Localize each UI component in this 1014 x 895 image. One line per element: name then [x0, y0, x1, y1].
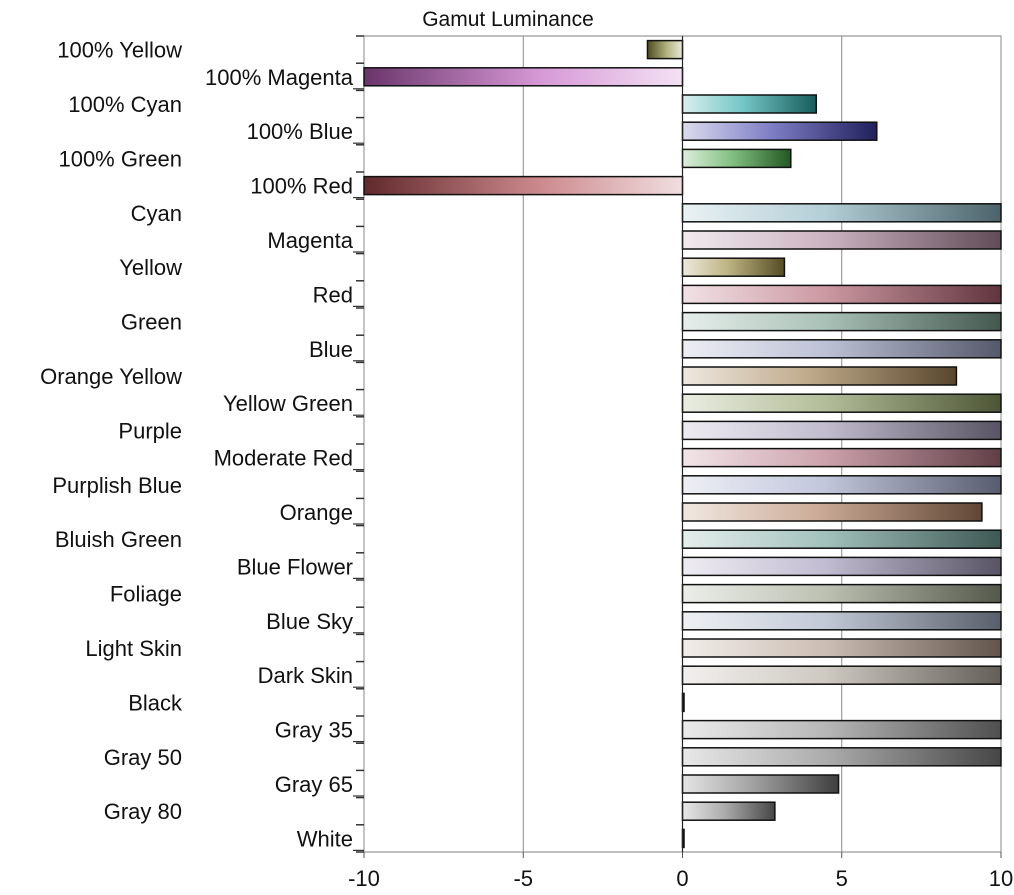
category-label: Blue	[309, 337, 353, 362]
category-label: 100% Green	[58, 146, 182, 171]
category-label: Orange Yellow	[40, 364, 182, 389]
plot-area: -10 -5 0 5 10 100% Yellow 100% Magenta 100% Cya…	[40, 35, 1013, 891]
category-label: Green	[121, 310, 182, 335]
category-label: Dark Skin	[258, 663, 353, 688]
bar	[681, 502, 983, 522]
bar	[646, 39, 684, 60]
category-label: 100% Cyan	[68, 92, 182, 117]
bar	[681, 556, 1002, 577]
category-label: Magenta	[267, 228, 353, 253]
x-tick-label: 0	[676, 866, 688, 891]
category-label: 100% Blue	[247, 119, 353, 144]
category-label: Red	[313, 282, 353, 307]
bar	[681, 339, 1002, 359]
bar	[681, 230, 1002, 250]
category-label: Gray 65	[275, 772, 353, 797]
category-label: White	[297, 826, 353, 851]
category-label: Black	[128, 690, 183, 715]
bar	[681, 747, 1002, 767]
category-label: Purplish Blue	[52, 473, 182, 498]
category-label: Purple	[118, 418, 182, 443]
bar	[681, 311, 1002, 332]
category-label: Bluish Green	[55, 527, 182, 552]
category-label: Blue Flower	[237, 554, 353, 579]
bar	[681, 475, 1002, 495]
bar	[681, 257, 786, 277]
bar	[681, 719, 1002, 740]
x-tick-label: -10	[348, 866, 380, 891]
chart-title: Gamut Luminance	[422, 8, 594, 31]
bar	[681, 366, 958, 386]
bar	[681, 665, 1002, 685]
category-label: 100% Yellow	[57, 38, 182, 63]
bar	[681, 611, 1002, 631]
category-label: Light Skin	[85, 636, 182, 661]
bar	[681, 148, 792, 169]
category-label: Orange	[280, 500, 353, 525]
bar	[681, 774, 840, 794]
bar	[363, 175, 684, 196]
category-label: Blue Sky	[266, 609, 353, 634]
bar	[681, 583, 1002, 604]
bar	[681, 203, 1002, 223]
x-tick-label: 10	[989, 866, 1013, 891]
bar	[681, 284, 1002, 305]
category-label: Gray 50	[104, 745, 182, 770]
category-label: Yellow Green	[223, 391, 353, 416]
x-tick-label: -5	[513, 866, 533, 891]
bar	[681, 420, 1002, 441]
category-label: 100% Red	[250, 174, 353, 199]
category-label: Gray 35	[275, 718, 353, 743]
bar	[681, 801, 776, 821]
bar	[681, 121, 878, 141]
category-label: 100% Magenta	[205, 65, 354, 90]
category-label: Moderate Red	[214, 446, 353, 471]
bar	[681, 94, 818, 114]
bar	[681, 393, 1002, 413]
bar	[363, 67, 684, 87]
bar	[681, 447, 1002, 468]
x-tick-label: 5	[836, 866, 848, 891]
bar	[681, 638, 1002, 658]
category-label: Foliage	[110, 582, 182, 607]
category-label: Yellow	[119, 255, 182, 280]
category-label: Cyan	[131, 201, 182, 226]
bar	[681, 529, 1002, 549]
category-label: Gray 80	[104, 799, 182, 824]
